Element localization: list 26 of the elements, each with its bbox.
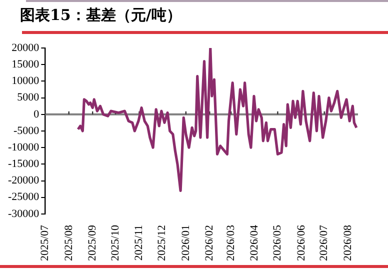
y-tick-label: -20000 [8,174,40,187]
x-tick-label: 2026/07 [318,224,330,262]
y-tick-label: -30000 [8,208,40,220]
y-tick-label: 0 [34,108,40,120]
x-tick-label: 2026/03 [224,224,237,262]
x-tick-label: 2026/04 [248,224,261,262]
y-tick-label: 20000 [12,42,40,54]
y-tick-label: 5000 [17,92,40,104]
y-tick-label: 10000 [12,75,40,88]
x-tick-label: 2026/02 [204,224,216,262]
x-tick-label: 2026/01 [180,224,192,262]
y-tick-label: -25000 [8,191,40,204]
y-tick-label: -15000 [8,158,40,170]
y-tick-label: 15000 [12,58,40,70]
x-tick-label: 2025/11 [133,224,146,261]
x-tick-label: 2026/06 [295,224,308,262]
x-tick-label: 2025/12 [156,224,168,262]
chart-title: 图表15：基差（元/吨） [20,6,182,25]
x-tick-label: 2025/08 [62,224,75,262]
x-tick-label: 2025/10 [109,224,122,262]
y-tick-label: -5000 [13,124,40,137]
x-tick-label: 2026/05 [272,224,284,262]
x-tick-label: 2025/09 [86,224,98,262]
x-tick-label: 2025/07 [39,224,52,262]
y-tick-label: -10000 [8,141,40,154]
x-tick-label: 2026/08 [342,224,354,262]
